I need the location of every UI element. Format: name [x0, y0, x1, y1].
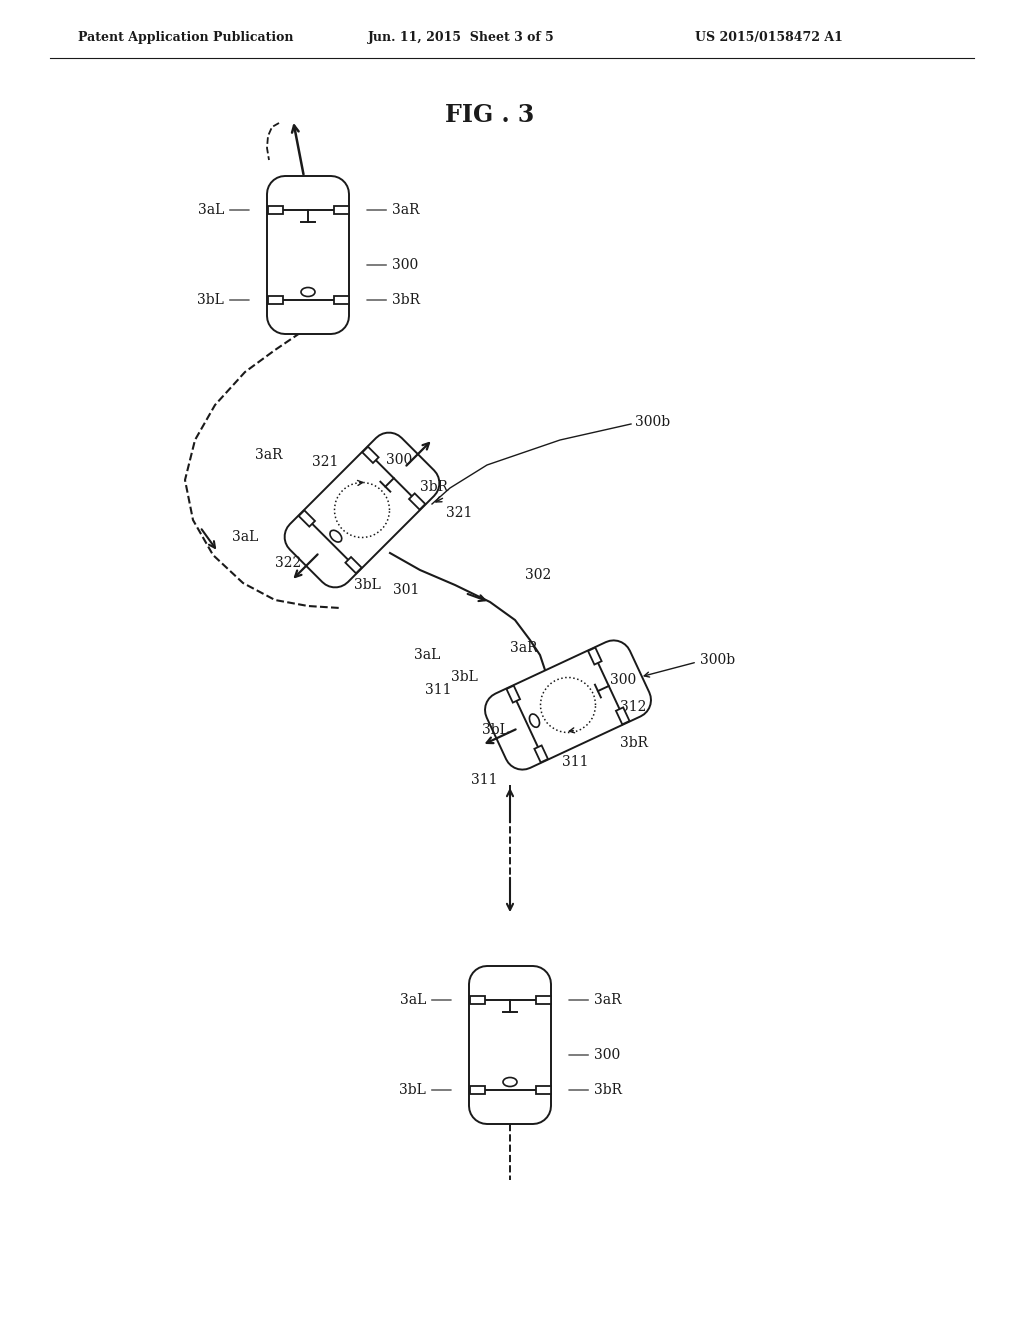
- Text: 300: 300: [367, 257, 418, 272]
- Text: 3aR: 3aR: [256, 447, 283, 462]
- Text: 300b: 300b: [635, 414, 670, 429]
- Polygon shape: [285, 433, 439, 587]
- Polygon shape: [588, 648, 602, 664]
- Text: 321: 321: [446, 506, 472, 520]
- Text: 3bL: 3bL: [399, 1082, 452, 1097]
- Polygon shape: [469, 1086, 484, 1094]
- Text: 321: 321: [312, 455, 338, 469]
- Text: 300: 300: [568, 1048, 621, 1063]
- Ellipse shape: [330, 531, 342, 543]
- Text: US 2015/0158472 A1: US 2015/0158472 A1: [695, 30, 843, 44]
- Text: 3aL: 3aL: [414, 648, 440, 663]
- Text: 322: 322: [274, 556, 301, 570]
- Ellipse shape: [503, 1077, 517, 1086]
- Polygon shape: [535, 746, 548, 763]
- Polygon shape: [334, 296, 348, 304]
- Polygon shape: [507, 685, 520, 702]
- Text: 300: 300: [386, 453, 413, 467]
- Text: 302: 302: [525, 568, 551, 582]
- Text: 3bL: 3bL: [198, 293, 249, 308]
- Text: 3bR: 3bR: [620, 737, 648, 750]
- Ellipse shape: [301, 288, 315, 297]
- Text: 3bR: 3bR: [420, 480, 449, 494]
- Text: 300: 300: [610, 673, 636, 686]
- Text: 3aR: 3aR: [510, 642, 538, 655]
- Polygon shape: [536, 997, 551, 1005]
- Text: 3aR: 3aR: [367, 203, 420, 216]
- Polygon shape: [485, 640, 651, 770]
- Polygon shape: [267, 206, 283, 214]
- Text: 311: 311: [562, 755, 588, 770]
- Polygon shape: [536, 1086, 551, 1094]
- Text: 3aL: 3aL: [399, 993, 452, 1007]
- Text: Patent Application Publication: Patent Application Publication: [78, 30, 294, 44]
- Text: 3aL: 3aL: [231, 531, 258, 544]
- Polygon shape: [267, 296, 283, 304]
- Text: 311: 311: [470, 774, 497, 787]
- Text: 3bL: 3bL: [451, 671, 478, 684]
- Polygon shape: [469, 997, 484, 1005]
- Text: 3aL: 3aL: [198, 203, 249, 216]
- Text: 301: 301: [393, 583, 420, 597]
- Text: 311: 311: [426, 682, 452, 697]
- Text: FIG . 3: FIG . 3: [445, 103, 535, 127]
- Ellipse shape: [529, 714, 540, 727]
- Text: 3bL: 3bL: [481, 723, 509, 737]
- Text: 3bR: 3bR: [568, 1082, 622, 1097]
- Text: 3bR: 3bR: [367, 293, 420, 308]
- Text: 3aR: 3aR: [568, 993, 622, 1007]
- Polygon shape: [299, 511, 315, 527]
- Polygon shape: [362, 446, 379, 463]
- Text: Jun. 11, 2015  Sheet 3 of 5: Jun. 11, 2015 Sheet 3 of 5: [368, 30, 555, 44]
- Polygon shape: [267, 176, 349, 334]
- Polygon shape: [345, 557, 361, 573]
- Polygon shape: [409, 494, 425, 510]
- Text: 3bL: 3bL: [354, 578, 381, 591]
- Text: 300b: 300b: [700, 653, 735, 667]
- Polygon shape: [469, 966, 551, 1125]
- Polygon shape: [615, 708, 630, 725]
- Text: 312: 312: [620, 700, 646, 714]
- Polygon shape: [334, 206, 348, 214]
